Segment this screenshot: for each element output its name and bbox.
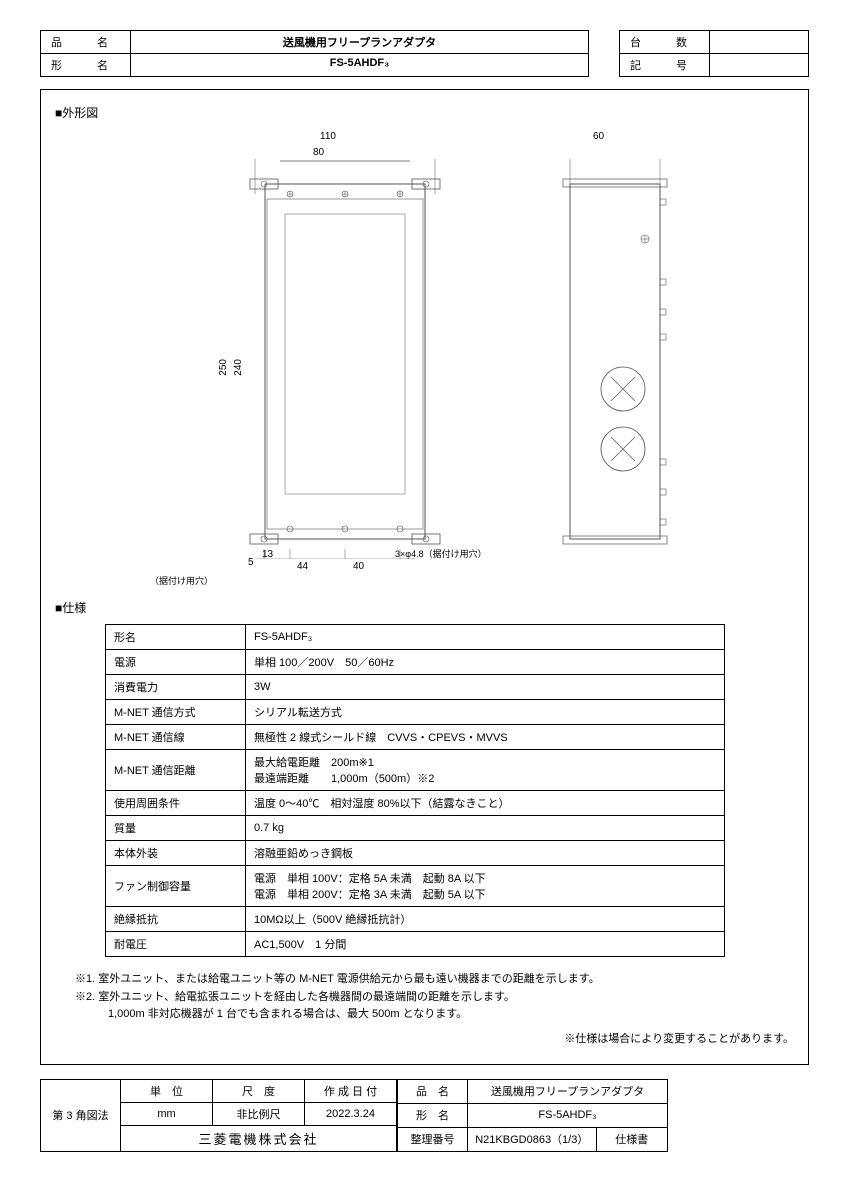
scale-value: 非比例尺 [213,1102,305,1125]
footer-left: 第 3 角図法 単 位 尺 度 作 成 日 付 mm 非比例尺 2022.3.2… [40,1079,397,1152]
spec-label: 絶縁抵抗 [106,907,246,932]
footer-modelname: FS-5AHDF₃ [468,1103,668,1127]
spec-row: 耐電圧AC1,500V 1 分間 [106,932,725,957]
spec-value: 電源 単相 100V：定格 5A 未満 起動 8A 以下 電源 単相 200V：… [246,866,725,907]
dim-60: 60 [593,131,604,142]
spec-row: 絶縁抵抗10MΩ以上（500V 絶縁抵抗計） [106,907,725,932]
qty-value [710,31,808,53]
header-bar: 品 名 送風機用フリープランアダプタ 形 名 FS-5AHDF₃ 台 数 記 号 [40,30,809,77]
disclaimer: ※仕様は場合により変更することがあります。 [55,1030,794,1046]
spec-label: 本体外装 [106,841,246,866]
spec-row: 電源単相 100／200V 50／60Hz [106,650,725,675]
company-name: 三菱電機株式会社 [121,1125,397,1151]
header-right-table: 台 数 記 号 [619,30,809,77]
note-2b: 1,000m 非対応機器が 1 台でも含まれる場合は、最大 500m となります… [75,1006,794,1024]
spec-label: 電源 [106,650,246,675]
dim-110: 110 [320,131,336,142]
projection-method: 第 3 角図法 [40,1079,120,1152]
spec-row: M-NET 通信方式シリアル転送方式 [106,700,725,725]
spec-value: AC1,500V 1 分間 [246,932,725,957]
notes: ※1. 室外ユニット、または給電ユニット等の M-NET 電源供給元から最も遠い… [75,971,794,1024]
footer-prodname-label: 品 名 [398,1079,468,1103]
model: FS-5AHDF₃ [131,54,588,76]
dim-80: 80 [313,147,324,158]
dim-40: 40 [353,561,364,572]
spec-label: 質量 [106,816,246,841]
footer: 第 3 角図法 単 位 尺 度 作 成 日 付 mm 非比例尺 2022.3.2… [40,1079,809,1152]
spec-value: 最大給電距離 200m※1 最遠端距離 1,000m（500m）※2 [246,750,725,791]
spec-label: 形名 [106,625,246,650]
spec-value: 溶融亜鉛めっき鋼板 [246,841,725,866]
model-label: 形 名 [41,54,131,76]
spec-value: 単相 100／200V 50／60Hz [246,650,725,675]
hole-note-2: （据付け用穴） [150,574,213,587]
date-label: 作 成 日 付 [305,1079,397,1102]
spec-label: M-NET 通信方式 [106,700,246,725]
spec-label: M-NET 通信線 [106,725,246,750]
date-value: 2022.3.24 [305,1102,397,1125]
front-view [245,159,445,559]
doctype: 仕様書 [596,1127,667,1151]
docno-value: N21KBGD0863（1/3） [468,1127,597,1151]
spec-row: M-NET 通信距離最大給電距離 200m※1 最遠端距離 1,000m（500… [106,750,725,791]
note-1: ※1. 室外ユニット、または給電ユニット等の M-NET 電源供給元から最も遠い… [75,971,794,989]
spec-label: 使用周囲条件 [106,791,246,816]
mark-value [710,54,808,76]
dim-240: 240 [233,359,244,376]
dim-250: 250 [218,359,229,376]
mark-label: 記 号 [620,54,710,76]
spec-row: 形名FS-5AHDF₃ [106,625,725,650]
footer-table-b: 品 名 送風機用フリープランアダプタ 形 名 FS-5AHDF₃ 整理番号 N2… [397,1079,668,1152]
spec-title: ■仕様 [55,599,794,616]
spec-label: 耐電圧 [106,932,246,957]
spec-row: 消費電力3W [106,675,725,700]
footer-modelname-label: 形 名 [398,1103,468,1127]
spec-value: 3W [246,675,725,700]
unit-value: mm [121,1102,213,1125]
unit-label: 単 位 [121,1079,213,1102]
spec-row: ファン制御容量電源 単相 100V：定格 5A 未満 起動 8A 以下 電源 単… [106,866,725,907]
footer-prodname: 送風機用フリープランアダプタ [468,1079,668,1103]
spec-table: 形名FS-5AHDF₃電源単相 100／200V 50／60Hz消費電力3WM-… [105,624,725,957]
footer-table-a: 単 位 尺 度 作 成 日 付 mm 非比例尺 2022.3.24 三菱電機株式… [120,1079,397,1152]
drawing-area: 110 80 60 250 240 5 13 44 40 3×φ4.8（据付け用… [55,129,794,589]
spec-value: シリアル転送方式 [246,700,725,725]
spec-table-wrap: 形名FS-5AHDF₃電源単相 100／200V 50／60Hz消費電力3WM-… [105,624,794,957]
main-content: ■外形図 110 80 60 250 240 5 13 44 40 3×φ4.8… [40,89,809,1065]
spec-row: 質量0.7 kg [106,816,725,841]
product-name-label: 品 名 [41,31,131,53]
note-2: ※2. 室外ユニット、給電拡張ユニットを経由した各機器間の最遠端間の距離を示しま… [75,989,794,1007]
spec-label: M-NET 通信距離 [106,750,246,791]
spec-value: 温度 0～40℃ 相対湿度 80%以下（結露なきこと） [246,791,725,816]
spec-value: 無極性 2 線式シールド線 CVVS・CPEVS・MVVS [246,725,725,750]
spec-value: 0.7 kg [246,816,725,841]
spec-value: FS-5AHDF₃ [246,625,725,650]
spec-row: M-NET 通信線無極性 2 線式シールド線 CVVS・CPEVS・MVVS [106,725,725,750]
header-left-table: 品 名 送風機用フリープランアダプタ 形 名 FS-5AHDF₃ [40,30,589,77]
spec-label: ファン制御容量 [106,866,246,907]
spec-label: 消費電力 [106,675,246,700]
outline-title: ■外形図 [55,104,794,121]
spec-row: 使用周囲条件温度 0～40℃ 相対湿度 80%以下（結露なきこと） [106,791,725,816]
dim-44: 44 [297,561,308,572]
docno-label: 整理番号 [398,1127,468,1151]
spec-row: 本体外装溶融亜鉛めっき鋼板 [106,841,725,866]
product-name: 送風機用フリープランアダプタ [131,31,588,53]
qty-label: 台 数 [620,31,710,53]
spec-value: 10MΩ以上（500V 絶縁抵抗計） [246,907,725,932]
side-view [545,159,685,559]
scale-label: 尺 度 [213,1079,305,1102]
